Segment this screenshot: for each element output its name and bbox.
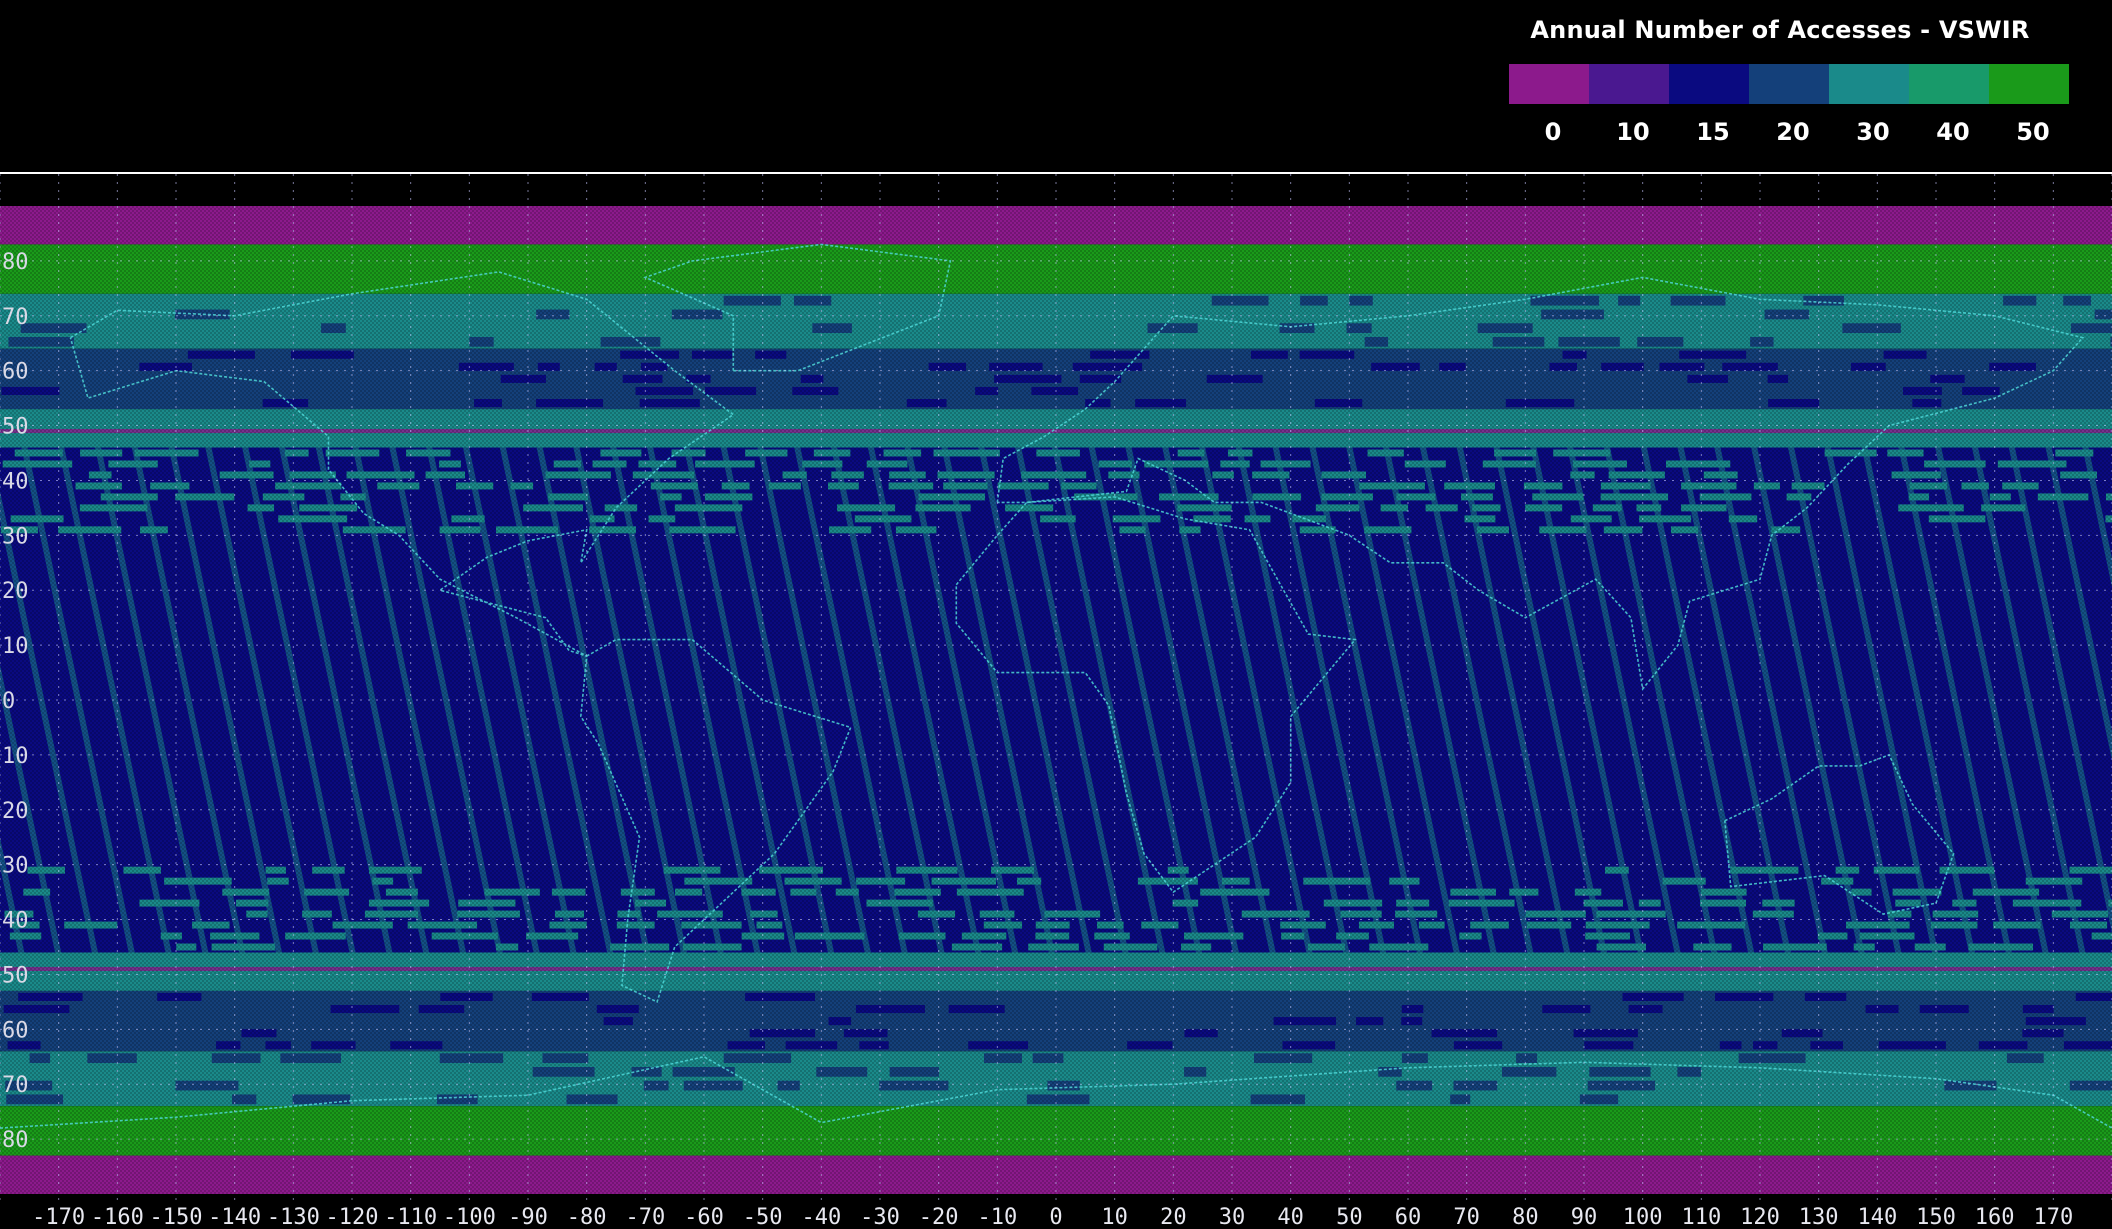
legend-swatch <box>1989 64 2069 104</box>
longitude-label: -40 <box>801 1205 841 1229</box>
legend-swatch <box>1669 64 1749 104</box>
longitude-label: -120 <box>326 1205 379 1229</box>
legend-label: 10 <box>1616 118 1650 146</box>
longitude-label: 80 <box>1512 1205 1539 1229</box>
access-map: 80 70 60 50 40 30 20 10 0 10 20 30 40 50 60 70 80 -170 -1… <box>0 172 2112 1229</box>
legend-label: 15 <box>1696 118 1730 146</box>
latitude-label: 10 <box>2 744 29 769</box>
legend-label: 20 <box>1776 118 1810 146</box>
longitude-label: -130 <box>267 1205 320 1229</box>
longitude-label: 170 <box>2033 1205 2073 1229</box>
longitude-label: 70 <box>1453 1205 1480 1229</box>
latitude-label: 50 <box>2 963 29 988</box>
coastline <box>996 276 2085 691</box>
latitude-label: 70 <box>2 305 29 330</box>
longitude-label: -30 <box>860 1205 900 1229</box>
latitude-label: 70 <box>2 1073 29 1098</box>
longitude-label: 20 <box>1160 1205 1187 1229</box>
longitude-label: 50 <box>1336 1205 1363 1229</box>
latitude-label: 10 <box>2 634 29 659</box>
longitude-label: 30 <box>1219 1205 1246 1229</box>
legend-title: Annual Number of Accesses - VSWIR <box>1530 16 2030 44</box>
coastline <box>69 271 735 657</box>
legend-swatch <box>1909 64 1989 104</box>
legend-swatch <box>1589 64 1669 104</box>
longitude-label: -10 <box>977 1205 1017 1229</box>
graticule <box>0 174 2112 1201</box>
longitude-label: -60 <box>684 1205 724 1229</box>
latitude-labels: 80 70 60 50 40 30 20 10 0 10 20 30 40 50 60 70 80 <box>2 250 29 1153</box>
longitude-label: 120 <box>1740 1205 1780 1229</box>
latitude-label: 20 <box>2 579 29 604</box>
longitude-label: -70 <box>625 1205 665 1229</box>
longitude-label: -160 <box>91 1205 144 1229</box>
longitude-label: 60 <box>1395 1205 1422 1229</box>
longitude-label: -20 <box>919 1205 959 1229</box>
legend-color-bar <box>1509 64 2069 104</box>
longitude-label: 10 <box>1101 1205 1128 1229</box>
coastline <box>579 638 852 1004</box>
coastline <box>1724 753 1955 915</box>
longitude-label: 150 <box>1916 1205 1956 1229</box>
longitude-label: 40 <box>1277 1205 1304 1229</box>
legend-label: 40 <box>1936 118 1970 146</box>
latitude-label: 30 <box>2 854 29 879</box>
latitude-label: 30 <box>2 524 29 549</box>
longitude-label: -110 <box>384 1205 437 1229</box>
coastline <box>0 1055 2112 1129</box>
latitude-label: 20 <box>2 799 29 824</box>
latitude-label: 0 <box>2 689 15 714</box>
latitude-label: 40 <box>2 469 29 494</box>
longitude-label: 90 <box>1571 1205 1598 1229</box>
longitude-label: 100 <box>1623 1205 1663 1229</box>
coastline <box>955 496 1357 894</box>
legend-label: 0 <box>1544 118 1562 146</box>
legend-labels: 0 10 15 20 30 40 50 <box>1509 118 2069 148</box>
longitude-label: 110 <box>1681 1205 1721 1229</box>
latitude-label: 50 <box>2 415 29 440</box>
longitude-label: -140 <box>208 1205 261 1229</box>
longitude-label: -100 <box>443 1205 496 1229</box>
longitude-label: -80 <box>567 1205 607 1229</box>
legend-label: 50 <box>2016 118 2050 146</box>
latitude-label: 60 <box>2 1018 29 1043</box>
dither-overlay <box>0 174 2112 1229</box>
longitude-label: 130 <box>1799 1205 1839 1229</box>
latitude-label: 40 <box>2 909 29 934</box>
legend-swatch <box>1509 64 1589 104</box>
longitude-label: -170 <box>32 1205 85 1229</box>
longitude-label: -90 <box>508 1205 548 1229</box>
longitude-label: -150 <box>150 1205 203 1229</box>
longitude-label: -50 <box>743 1205 783 1229</box>
legend-header: Annual Number of Accesses - VSWIR 0 10 15 2… <box>0 0 2112 172</box>
longitude-label: 160 <box>1975 1205 2015 1229</box>
longitude-label-strip <box>0 1201 2112 1229</box>
legend-swatch <box>1749 64 1829 104</box>
latitude-label: 60 <box>2 360 29 385</box>
longitude-label: 140 <box>1857 1205 1897 1229</box>
legend-label: 30 <box>1856 118 1890 146</box>
latitude-label: 80 <box>2 1128 29 1153</box>
legend-swatch <box>1829 64 1909 104</box>
longitude-label: 0 <box>1049 1205 1062 1229</box>
latitude-label: 80 <box>2 250 29 275</box>
longitude-labels: -170 -160 -150 -140 -130 -120 -110 -100 -90 -80 -7… <box>32 1205 2073 1229</box>
